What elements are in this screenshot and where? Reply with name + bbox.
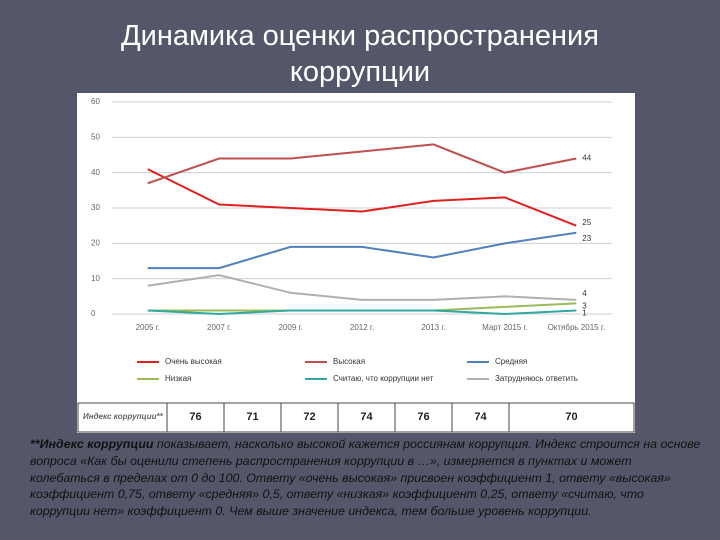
y-tick-label: 0: [91, 309, 96, 318]
x-tick-label: 2012 г.: [350, 323, 374, 332]
y-tick-label: 10: [91, 274, 100, 283]
legend-label: Считаю, что коррупции нет: [333, 374, 434, 383]
end-label: 4: [582, 289, 587, 298]
index-value: 72: [303, 411, 315, 423]
end-label: 23: [582, 234, 591, 243]
legend-label: Очень высокая: [165, 357, 222, 366]
x-tick-label: 2005 г.: [136, 323, 160, 332]
series-line: [147, 143, 577, 185]
series-line: [147, 274, 577, 301]
index-value: 76: [417, 411, 429, 423]
x-tick-label: 2013 г.: [421, 323, 445, 332]
index-value: 74: [474, 411, 487, 423]
series-line: [147, 309, 577, 316]
y-tick-label: 30: [91, 203, 100, 212]
legend-label: Низкая: [165, 374, 191, 383]
index-label: Индекс коррупции**: [83, 412, 164, 421]
legend-label: Затрудняюсь ответить: [495, 374, 578, 383]
end-label: 44: [582, 154, 591, 163]
index-value: 71: [246, 411, 258, 423]
index-value: 74: [360, 411, 373, 423]
chart: 0 10 20 30 40 50 60 2005 г. 2007 г. 2009 г. 2012 г…: [77, 93, 635, 433]
end-label: 1: [582, 309, 587, 318]
footnote-text: показывает, насколько высокой кажется ро…: [30, 437, 701, 519]
x-tick-label: Октябрь 2015 г.: [548, 323, 605, 332]
x-tick-label: Март 2015 г.: [482, 323, 528, 332]
series-line: [147, 231, 577, 270]
y-tick-label: 60: [91, 97, 100, 106]
index-value: 76: [189, 411, 201, 423]
end-label: 3: [582, 302, 587, 311]
x-tick-label: 2007 г.: [207, 323, 231, 332]
index-value: 70: [565, 411, 577, 423]
series-line: [147, 168, 577, 227]
index-table: [77, 402, 635, 433]
legend-label: Высокая: [333, 357, 365, 366]
end-label: 25: [582, 218, 591, 227]
footnote-term: **Индекс коррупции: [30, 437, 154, 451]
slide-title: Динамика оценки распространения коррупци…: [121, 20, 599, 88]
legend-label: Средняя: [495, 357, 527, 366]
footnote: **Индекс коррупции показывает, насколько…: [30, 436, 702, 520]
chart-background: [77, 93, 635, 433]
x-tick-label: 2009 г.: [278, 323, 302, 332]
y-tick-label: 20: [91, 238, 100, 247]
y-tick-label: 50: [91, 132, 100, 141]
y-tick-label: 40: [91, 168, 100, 177]
